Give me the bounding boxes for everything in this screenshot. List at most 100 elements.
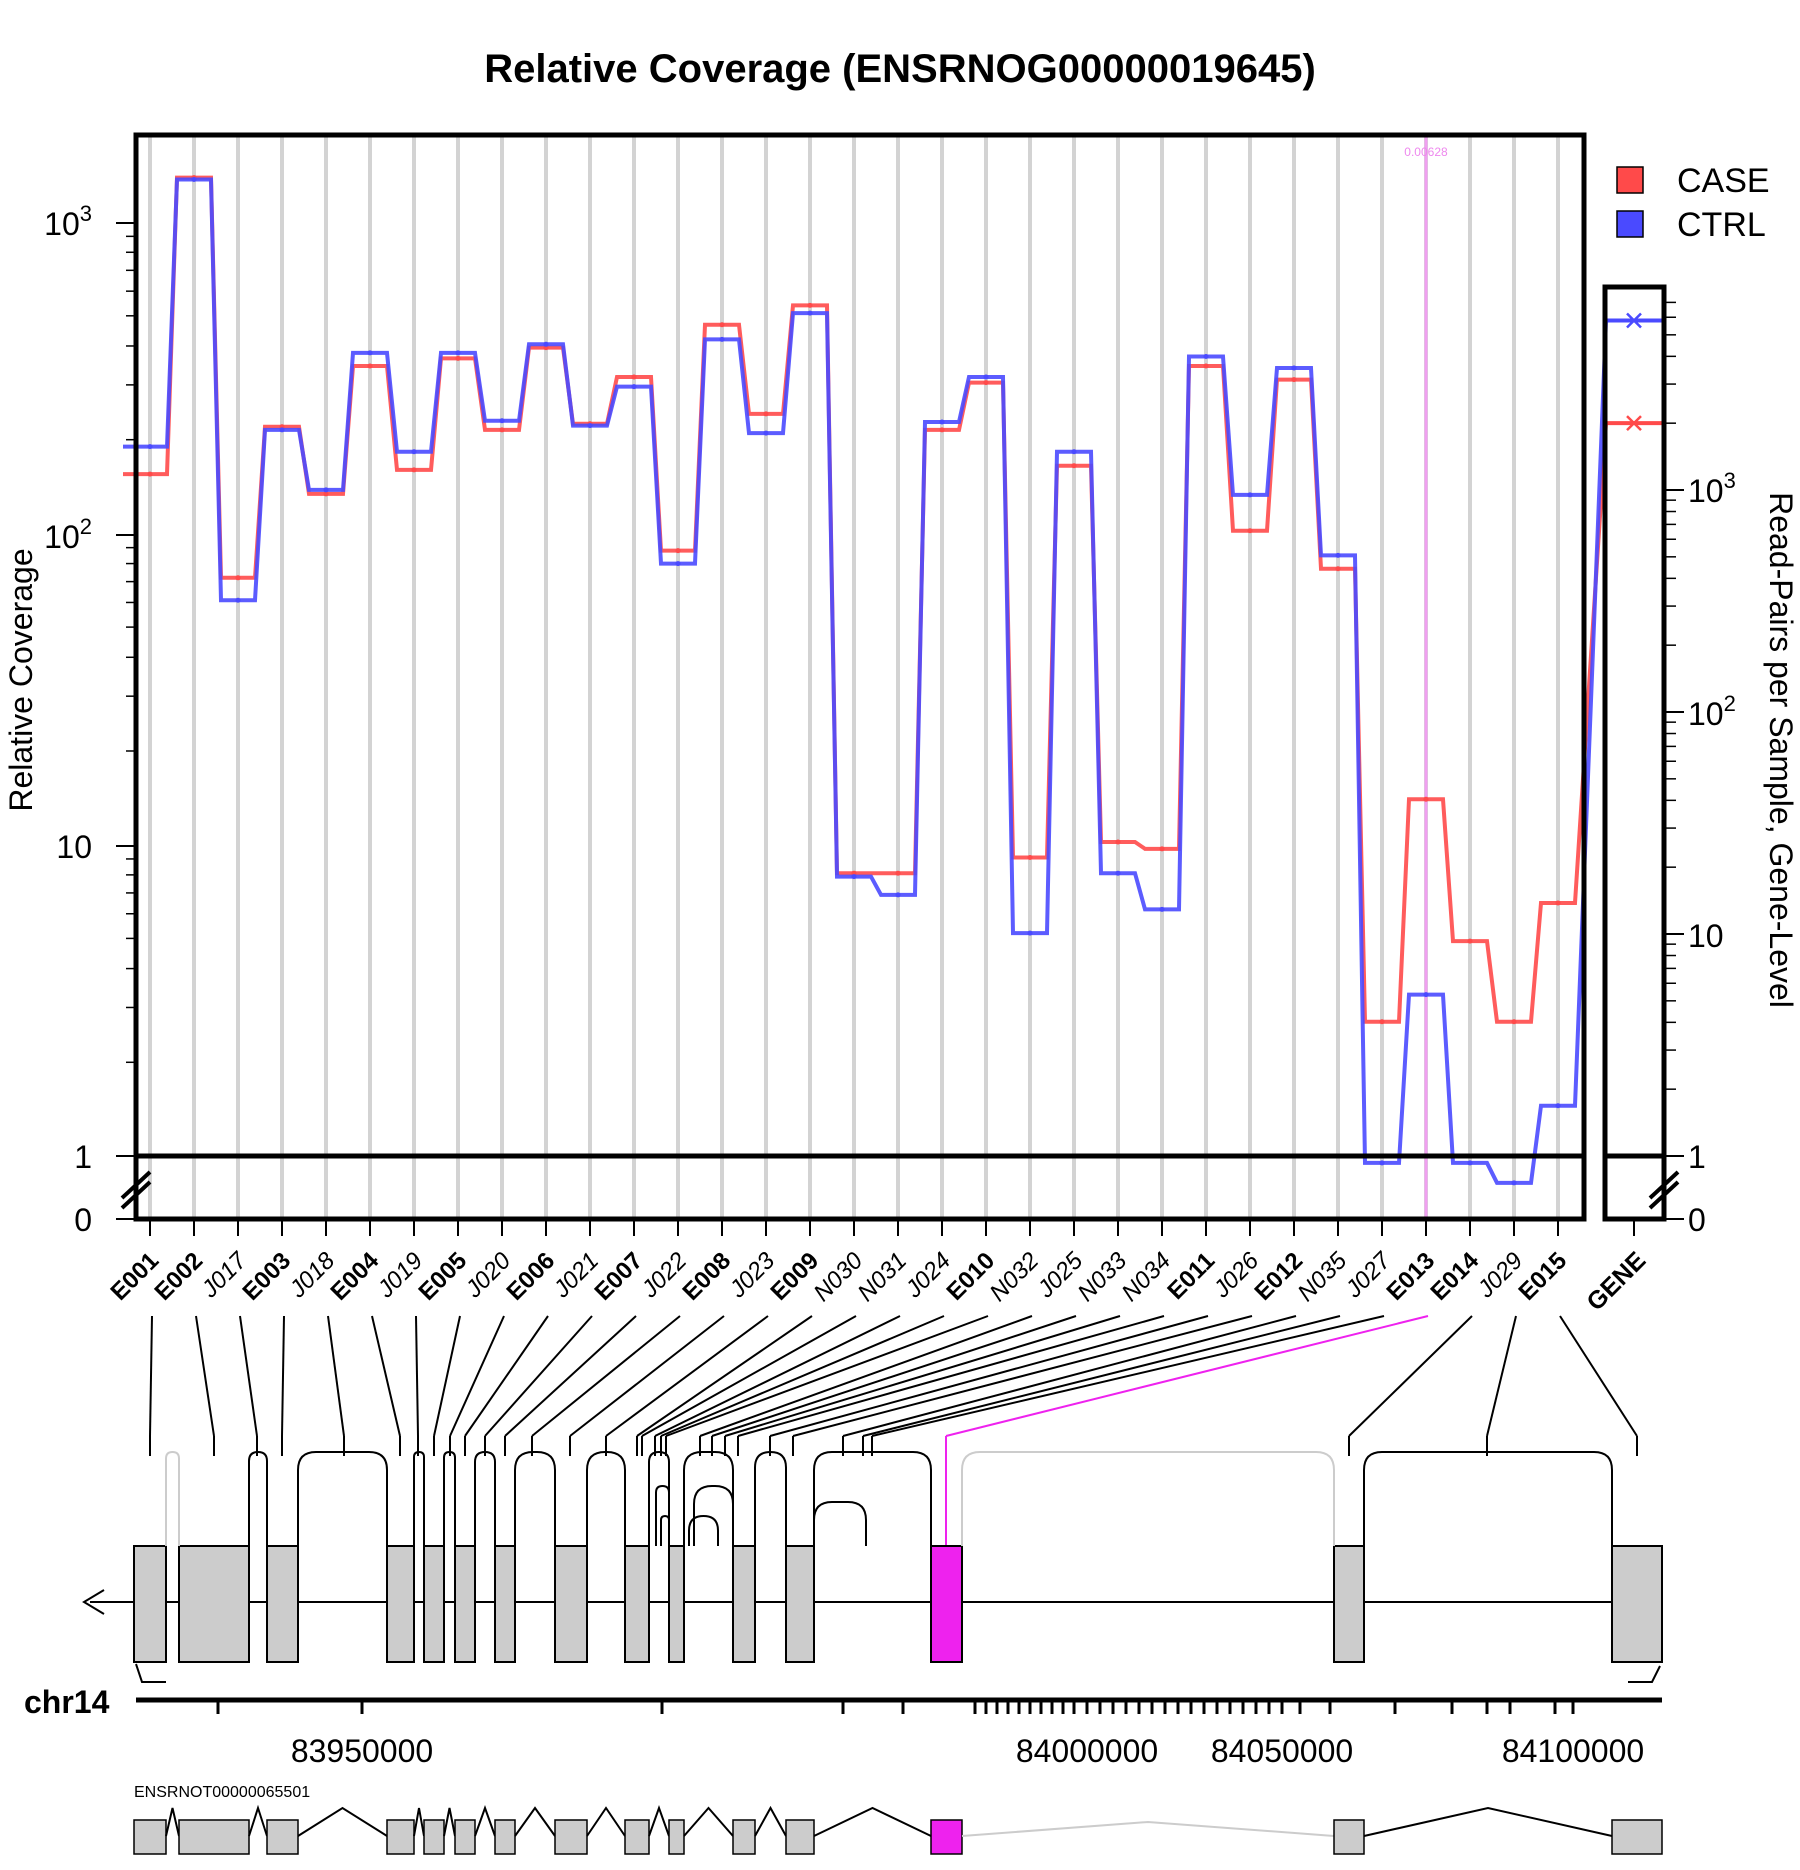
y-tick-1: 1 <box>74 1139 92 1175</box>
connector-line <box>531 1315 681 1437</box>
transcript-exon <box>1333 1819 1365 1855</box>
data-point-ctrl <box>235 597 241 603</box>
exon-boxes <box>133 1545 1663 1663</box>
intron-line <box>683 1806 734 1837</box>
intron-line <box>648 1805 670 1837</box>
data-point-ctrl <box>939 419 945 425</box>
intron-line <box>586 1806 626 1837</box>
left-y-axis: 103 102 10 1 0 <box>44 201 152 1238</box>
connector-line <box>654 1315 901 1437</box>
connector-line <box>641 1315 857 1437</box>
data-point-ctrl <box>1555 1103 1561 1109</box>
vertical-gridlines <box>148 137 1560 1217</box>
data-point-case <box>1071 463 1077 469</box>
data-point-case <box>807 302 813 308</box>
splice-arc <box>586 1451 626 1546</box>
strand-arrow-icon <box>82 1589 105 1615</box>
exon-box <box>668 1545 685 1663</box>
feature-label: E011 <box>1162 1247 1220 1305</box>
feature-label: E001 <box>106 1247 165 1306</box>
feature-label: E010 <box>942 1247 1001 1306</box>
connector-line <box>636 1315 813 1437</box>
data-point-case <box>1159 846 1165 852</box>
splice-arc <box>514 1451 556 1546</box>
data-point-case <box>455 355 461 361</box>
exon-box <box>423 1545 445 1663</box>
connector-line <box>484 1315 593 1437</box>
connector-line <box>149 1315 153 1437</box>
feature-label: E012 <box>1250 1247 1309 1306</box>
connector-line <box>415 1315 419 1437</box>
data-point-ctrl <box>895 892 901 898</box>
data-point-case <box>1379 1019 1385 1025</box>
genome-tick-84100000: 84100000 <box>1502 1733 1644 1769</box>
splice-arc <box>655 1484 670 1546</box>
y-axis-title: Relative Coverage <box>3 548 39 811</box>
connector-line <box>724 1315 1121 1437</box>
data-point-ctrl <box>675 561 681 567</box>
right-y-tick-100: 102 <box>1688 691 1736 732</box>
gene-panel-frame <box>1602 284 1667 1222</box>
connector-line <box>464 1315 549 1437</box>
connector-line <box>327 1315 345 1437</box>
genome-tick-84050000: 84050000 <box>1211 1733 1353 1769</box>
data-point-ctrl <box>983 374 989 380</box>
transcript-exon <box>266 1819 299 1855</box>
feature-label: E008 <box>678 1247 737 1306</box>
splice-arc <box>165 1450 180 1546</box>
data-point-ctrl <box>191 177 197 183</box>
connector-line <box>1486 1315 1517 1437</box>
transcript-exon <box>454 1819 476 1855</box>
feature-label: E013 <box>1382 1247 1441 1306</box>
legend-swatch-case <box>1616 166 1644 194</box>
feature-label: J019 <box>372 1247 429 1304</box>
connector-line <box>504 1315 637 1437</box>
data-point-case <box>1467 938 1473 944</box>
splice-arc <box>443 1450 456 1546</box>
right-y-tick-10: 10 <box>1688 918 1724 954</box>
feature-label: E005 <box>414 1247 473 1306</box>
feature-label: N031 <box>853 1247 913 1307</box>
right-y-tick-1000: 103 <box>1688 468 1736 509</box>
intron-line <box>443 1807 456 1837</box>
connector-line <box>699 1315 1033 1437</box>
data-point-case <box>1115 839 1121 845</box>
data-point-case <box>1027 854 1033 860</box>
gene-level-marker-case <box>1626 415 1642 432</box>
exon-box <box>785 1545 815 1663</box>
data-point-ctrl <box>1027 930 1033 936</box>
splice-arc <box>683 1451 734 1546</box>
data-point-ctrl <box>1335 552 1341 558</box>
data-point-ctrl <box>631 384 637 390</box>
data-point-ctrl <box>367 350 373 356</box>
exon-box <box>178 1545 250 1663</box>
data-point-ctrl <box>323 487 329 493</box>
genome-axis: chr14 83950000 84000000 84050000 8410000… <box>24 1663 1662 1769</box>
connector-line <box>239 1315 258 1437</box>
connector-line <box>871 1315 1385 1437</box>
connector-line <box>371 1315 401 1437</box>
exon-box <box>386 1545 415 1663</box>
connector-line <box>433 1315 461 1437</box>
data-point-case <box>1335 566 1341 572</box>
transcript-track <box>133 1804 1663 1855</box>
data-point-case <box>411 467 417 473</box>
transcript-exon <box>133 1819 167 1855</box>
data-point-ctrl <box>1511 1180 1517 1186</box>
feature-labels: E001E002J017E003J018E004J019E005J020E006… <box>106 1219 1635 1307</box>
data-point-ctrl <box>1467 1160 1473 1166</box>
data-point-ctrl <box>543 341 549 347</box>
y-tick-10: 10 <box>56 829 92 865</box>
splice-arc <box>813 1501 867 1546</box>
exon-box <box>133 1545 167 1663</box>
connector-line <box>281 1315 285 1437</box>
exon-box <box>454 1545 476 1663</box>
data-point-ctrl <box>1247 492 1253 498</box>
splice-arc <box>248 1450 268 1546</box>
highlight-pvalue-label: 0.00628 <box>1404 145 1448 159</box>
connector-line <box>569 1315 725 1437</box>
transcript-exon <box>178 1819 250 1855</box>
connector-line <box>711 1315 1077 1437</box>
data-point-ctrl <box>807 310 813 316</box>
